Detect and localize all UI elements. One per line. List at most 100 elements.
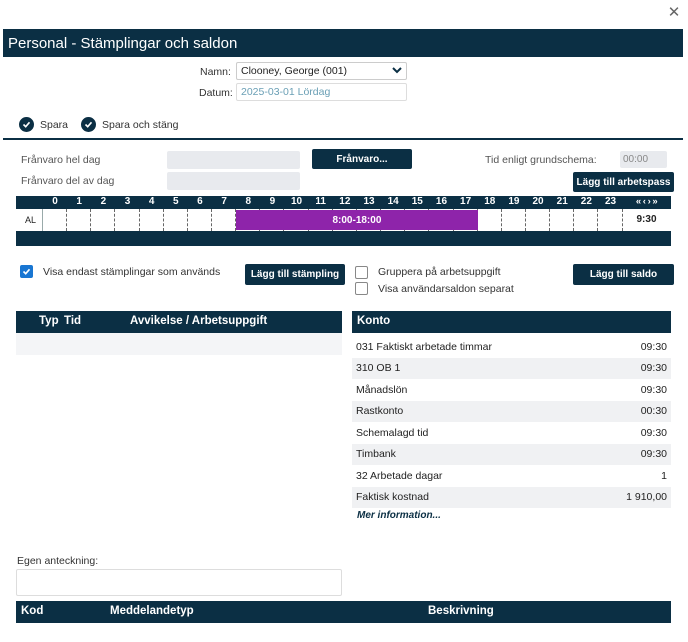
account-name: Rastkonto	[356, 405, 404, 418]
account-row[interactable]: Faktisk kostnad 1 910,00	[352, 486, 671, 508]
checkmark-icon	[81, 117, 96, 132]
account-value: 1	[661, 469, 667, 482]
timeline-hour-cell[interactable]	[574, 209, 599, 231]
timeline-hour-label: 4	[148, 196, 155, 207]
timeline-hour-label: 2	[100, 196, 107, 207]
absence-full-day-field[interactable]	[167, 151, 300, 169]
account-value: 09:30	[640, 383, 667, 396]
toolbar-divider	[3, 138, 683, 140]
timeline-hour-cell[interactable]	[478, 209, 502, 231]
account-value: 00:30	[640, 405, 667, 418]
timeline-hour-label: 12	[339, 196, 351, 207]
account-name: Månadslön	[356, 383, 408, 396]
timeline-hour-cell[interactable]	[212, 209, 237, 231]
timeline-hour-label: 5	[173, 196, 179, 207]
absence-button[interactable]: Frånvaro...	[312, 149, 412, 169]
absence-part-day-field[interactable]	[167, 172, 300, 190]
timeline-shift-label: 8:00-18:00	[332, 214, 382, 226]
show-used-label: Visa endast stämplingar som används	[43, 266, 221, 278]
timeline-hour-cell[interactable]	[550, 209, 575, 231]
col-type[interactable]: Typ	[39, 315, 59, 327]
col-code[interactable]: Kod	[21, 605, 44, 617]
timeline-hour-label: 16	[435, 196, 448, 207]
checkmark-icon	[19, 117, 34, 132]
separate-checkbox[interactable]	[355, 282, 368, 295]
timeline-hour-cell[interactable]	[598, 209, 623, 231]
group-label: Gruppera på arbetsuppgift	[378, 266, 501, 278]
col-deviation[interactable]: Avvikelse / Arbetsuppgift	[130, 315, 268, 327]
timeline-hour-cell[interactable]	[140, 209, 164, 231]
timeline-total: 9:30	[636, 214, 657, 225]
account-name: Timbank	[356, 448, 396, 461]
timeline-row-label: AL	[25, 215, 37, 225]
timeline-hour-cell[interactable]	[67, 209, 92, 231]
timeline-hour-label: 14	[387, 196, 399, 207]
timeline-hour-header: 0 1 2 3 4 5 6 7 8 9 10 11 12 13 14 15 16 17 18 19 20 21 22 23	[16, 196, 671, 209]
account-row[interactable]: 32 Arbetade dagar 1	[352, 465, 671, 487]
account-name: 310 OB 1	[356, 362, 401, 375]
timeline-hour-cell[interactable]	[188, 209, 213, 231]
date-field[interactable]: 2025-03-01 Lördag	[236, 83, 407, 101]
timeline-hour-label: 21	[556, 196, 568, 207]
timeline-hour-label: 20	[532, 196, 544, 207]
col-message-type[interactable]: Meddelandetyp	[110, 605, 194, 617]
account-row[interactable]: Rastkonto 00:30	[352, 400, 671, 422]
add-stamp-button[interactable]: Lägg till stämpling	[245, 264, 345, 285]
separate-label: Visa användarsaldon separat	[378, 283, 514, 295]
add-balance-button[interactable]: Lägg till saldo	[573, 264, 674, 285]
schedule-time-label: Tid enligt grundschema:	[485, 154, 597, 166]
account-name: Faktisk kostnad	[356, 491, 429, 504]
schedule-time-field: 00:00	[620, 151, 667, 168]
timeline-hour-label: 18	[484, 196, 496, 207]
timeline-hour-label: 1	[76, 196, 82, 207]
col-time[interactable]: Tid	[64, 315, 82, 327]
account-name: 32 Arbetade dagar	[356, 469, 443, 482]
account-row[interactable]: 310 OB 1 09:30	[352, 357, 671, 379]
date-label: Datum:	[199, 87, 233, 99]
timeline-hour-label: 23	[604, 196, 617, 207]
timeline-hour-cell[interactable]	[115, 209, 140, 231]
close-icon[interactable]: ✕	[667, 4, 681, 21]
note-input[interactable]	[16, 569, 342, 596]
save-button[interactable]: Spara	[19, 117, 68, 132]
timeline-hour-cell[interactable]	[164, 209, 188, 231]
account-row[interactable]: Timbank 09:30	[352, 443, 671, 465]
timeline-hour-cell[interactable]	[526, 209, 551, 231]
timeline-shift-bar[interactable]: 8:00-18:00	[236, 210, 478, 230]
account-value: 09:30	[640, 448, 667, 461]
name-select-value: Clooney, George (001)	[241, 65, 348, 77]
account-value: 09:30	[640, 362, 667, 375]
timeline-hour-label: 17	[460, 196, 472, 207]
account-row[interactable]: Månadslön 09:30	[352, 379, 671, 401]
timeline-hour-cell[interactable]	[502, 209, 526, 231]
timeline-hour-label: 8	[245, 196, 252, 207]
name-select[interactable]: Clooney, George (001)	[236, 62, 407, 80]
account-name: 031 Faktiskt arbetade timmar	[356, 340, 492, 353]
timeline-hour-label: 15	[411, 196, 423, 207]
timeline-hour-cell[interactable]	[43, 209, 68, 231]
more-info-link[interactable]: Mer information...	[357, 510, 441, 521]
timeline-nav-arrows[interactable]: « ‹ › »	[635, 196, 658, 207]
date-field-value: 2025-03-01 Lördag	[241, 86, 331, 98]
accounts-table-header: Konto	[352, 311, 671, 333]
timeline-hour-label: 10	[291, 196, 303, 207]
timeline-hour-cell[interactable]	[91, 209, 116, 231]
account-row[interactable]: Schemalagd tid 09:30	[352, 422, 671, 444]
stamps-table-header: Typ Tid Avvikelse / Arbetsuppgift	[16, 311, 342, 333]
timeline: 0 1 2 3 4 5 6 7 8 9 10 11 12 13 14 15 16 17 18 19 20 21 22 23 A…	[16, 196, 671, 246]
add-shift-button[interactable]: Lägg till arbetspass	[573, 172, 674, 192]
stamps-table-body	[16, 333, 342, 355]
account-value: 09:30	[640, 426, 667, 439]
save-close-button[interactable]: Spara och stäng	[81, 117, 178, 132]
group-checkbox[interactable]	[355, 266, 368, 279]
name-label: Namn:	[200, 66, 231, 78]
timeline-hour-label: 13	[363, 196, 375, 207]
show-used-checkbox[interactable]	[20, 265, 33, 278]
col-account[interactable]: Konto	[357, 315, 391, 327]
timeline-hour-label: 7	[221, 196, 227, 207]
chevron-down-icon	[392, 65, 402, 77]
timeline-row: AL 8:00-18:00 9:30	[16, 209, 671, 231]
account-row[interactable]: 031 Faktiskt arbetade timmar 09:30	[352, 336, 671, 358]
col-description[interactable]: Beskrivning	[428, 605, 494, 617]
timeline-hour-label: 19	[508, 196, 520, 207]
